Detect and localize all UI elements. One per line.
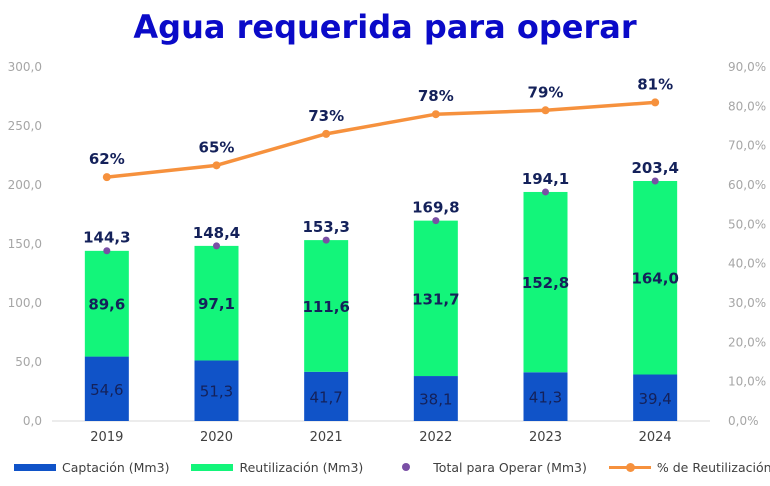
data-label-pct: 78% (418, 87, 454, 105)
pct-marker (651, 98, 660, 107)
total-marker (432, 217, 440, 225)
data-label-reutilizacion: 131,7 (412, 290, 459, 308)
legend: Captación (Mm3) Reutilización (Mm3) Tota… (14, 456, 770, 478)
bar-captacion (413, 376, 458, 421)
data-label-captacion: 39,4 (638, 390, 671, 408)
data-label-total: 203,4 (631, 159, 678, 177)
total-marker (213, 242, 220, 250)
y-left-tick-label: 250,0 (8, 119, 42, 133)
legend-item-captacion[interactable]: Captación (Mm3) (14, 460, 169, 475)
y-right-tick-label: 30,0% (728, 296, 766, 310)
data-label-total: 169,8 (412, 199, 459, 217)
legend-label-total: Total para Operar (Mm3) (433, 459, 587, 475)
data-label-captacion: 38,1 (419, 391, 452, 409)
bar-reutilizacion (194, 245, 239, 361)
data-label-total: 144,3 (83, 229, 130, 247)
legend-marker-total (385, 462, 427, 472)
x-category-label: 2023 (529, 430, 562, 445)
legend-label-porcentaje: % de Reutilización total (656, 459, 770, 475)
data-label-pct: 62% (89, 150, 125, 168)
y-left-tick-label: 200,0 (8, 178, 42, 192)
data-label-pct: 79% (528, 83, 564, 101)
legend-label-reutilizacion: Reutilización (Mm3) (239, 459, 364, 475)
pct-marker (102, 173, 111, 182)
bar-reutilizacion (413, 220, 458, 377)
y-right-tick-label: 70,0% (728, 139, 766, 153)
legend-item-total[interactable]: Total para Operar (Mm3) (385, 460, 587, 475)
y-right-tick-label: 20,0% (728, 335, 766, 349)
pct-marker (322, 129, 331, 138)
y-left-tick-label: 50,0 (15, 355, 42, 369)
bar-reutilizacion (84, 250, 129, 357)
x-category-label: 2024 (639, 430, 672, 445)
x-category-label: 2022 (419, 430, 452, 445)
y-left-tick-label: 100,0 (8, 296, 42, 310)
x-category-label: 2020 (200, 430, 233, 445)
bar-captacion (633, 374, 678, 421)
bar-captacion (304, 371, 349, 421)
data-label-total: 148,4 (193, 224, 240, 242)
legend-marker-porcentaje (608, 462, 651, 472)
bar-reutilizacion (523, 191, 568, 373)
pct-marker (212, 161, 221, 170)
data-label-captacion: 51,3 (200, 383, 233, 401)
chart-title: Agua requerida para operar (133, 8, 637, 46)
bar-reutilizacion (304, 240, 349, 372)
data-label-captacion: 54,6 (90, 381, 123, 399)
data-label-reutilizacion: 97,1 (198, 295, 235, 313)
bar-captacion (84, 356, 129, 421)
x-category-label: 2019 (90, 430, 123, 445)
pct-marker (541, 106, 550, 115)
data-label-pct: 81% (637, 75, 673, 93)
data-label-reutilizacion: 89,6 (88, 296, 125, 314)
legend-label-captacion: Captación (Mm3) (62, 459, 170, 475)
legend-swatch-reutilizacion (191, 463, 234, 471)
y-right-tick-label: 40,0% (728, 257, 766, 271)
data-label-reutilizacion: 152,8 (522, 274, 569, 292)
data-label-pct: 65% (199, 138, 235, 156)
data-label-captacion: 41,7 (309, 388, 342, 406)
y-right-tick-label: 80,0% (728, 99, 766, 113)
y-left-tick-label: 300,0 (8, 60, 42, 74)
legend-item-porcentaje[interactable]: % de Reutilización total (608, 459, 770, 475)
data-label-total: 153,3 (302, 218, 349, 236)
data-label-pct: 73% (308, 107, 344, 125)
bar-captacion (194, 360, 239, 421)
total-marker (103, 247, 111, 255)
total-marker (542, 188, 549, 196)
legend-item-reutilizacion[interactable]: Reutilización (Mm3) (191, 460, 363, 475)
y-left-tick-label: 0,0 (23, 414, 42, 428)
data-label-reutilizacion: 164,0 (631, 270, 678, 288)
pct-marker (431, 110, 440, 119)
total-marker (322, 236, 330, 244)
bar-captacion (523, 372, 568, 421)
y-right-tick-label: 10,0% (728, 375, 766, 389)
y-right-tick-label: 50,0% (728, 217, 766, 231)
reutilizacion-pct-line (106, 100, 656, 179)
data-label-total: 194,1 (522, 170, 569, 188)
y-left-tick-label: 150,0 (8, 237, 42, 251)
total-marker (651, 177, 659, 185)
x-category-label: 2021 (310, 430, 343, 445)
legend-swatch-captacion (14, 463, 56, 471)
y-right-tick-label: 90,0% (728, 60, 766, 74)
data-label-captacion: 41,3 (529, 389, 562, 407)
data-label-reutilizacion: 111,6 (302, 298, 349, 316)
y-right-tick-label: 60,0% (728, 178, 766, 192)
bar-reutilizacion (633, 180, 678, 375)
y-right-tick-label: 0,0% (728, 414, 759, 428)
